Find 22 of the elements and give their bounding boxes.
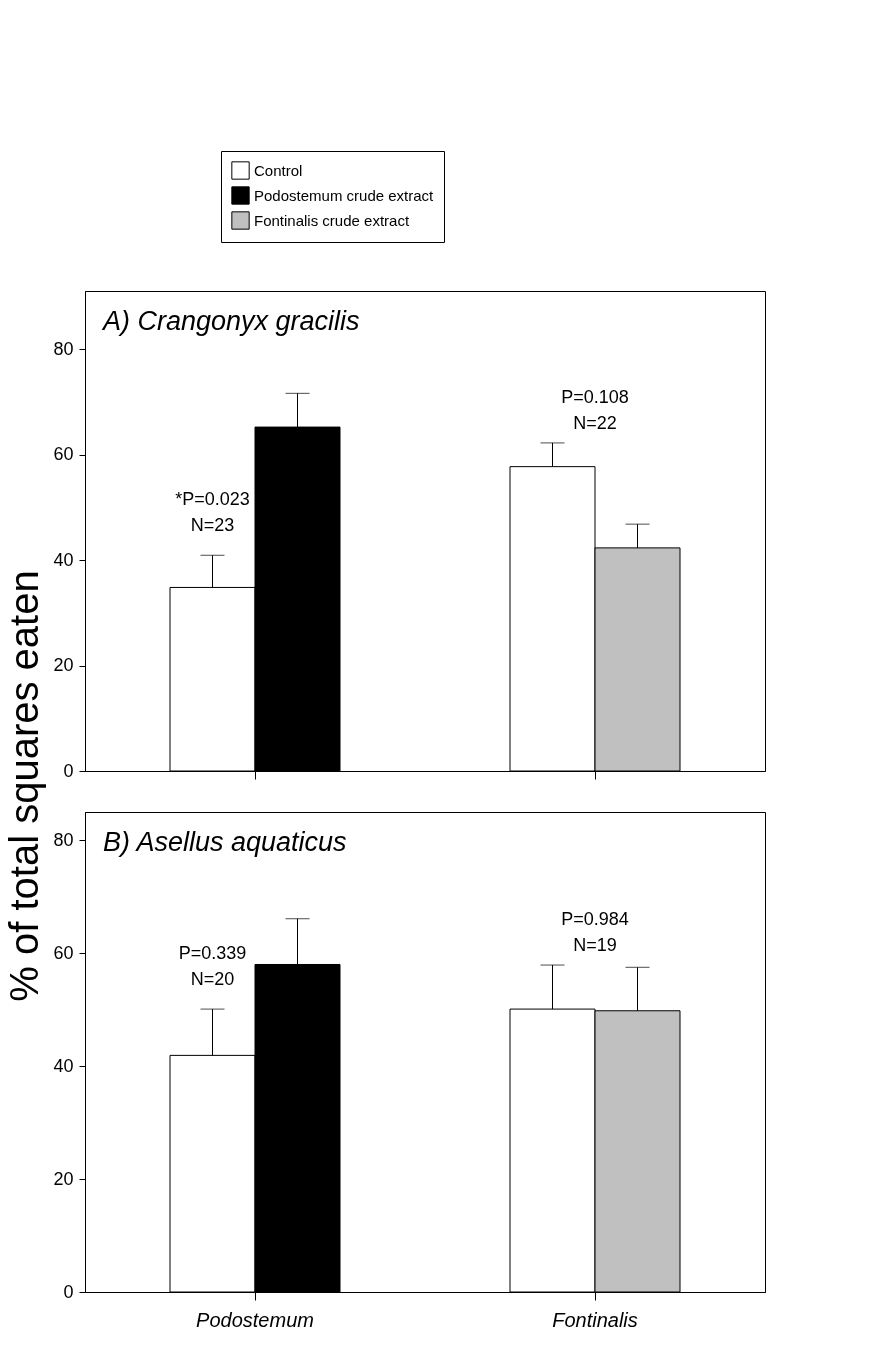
y-tick-label: 20	[53, 655, 74, 676]
y-tick-label: 0	[63, 1281, 74, 1302]
y-tick-label: 60	[53, 942, 74, 963]
legend-label: Control	[254, 161, 303, 179]
annotation: *P=0.023 N=23	[175, 489, 250, 536]
y-tick-label: 80	[53, 338, 74, 359]
y-tick-label: 40	[53, 549, 74, 570]
annotation: P=0.984 N=19	[561, 909, 629, 956]
text: A) Crangonyx gracilis	[101, 306, 360, 336]
annotation: P=0.108 N=22	[561, 386, 629, 433]
y-tick-label: 60	[53, 444, 74, 465]
y-axis-title: % of total squares eaten	[2, 570, 46, 1002]
annotation: P=0.339 N=20	[178, 943, 247, 990]
y-tick-label: 40	[53, 1055, 74, 1076]
y-tick-label: 80	[53, 829, 74, 850]
text: B) Asellus aquaticus	[103, 827, 347, 857]
legend-label: Podostemum crude extract	[254, 186, 435, 204]
y-tick-label: 0	[63, 760, 74, 781]
legend-label: Fontinalis crude extract	[254, 211, 410, 229]
y-tick-label: 20	[53, 1168, 74, 1189]
x-tick-label: Fontinalis	[552, 1308, 638, 1331]
x-tick-label: Podostemum	[196, 1308, 314, 1331]
